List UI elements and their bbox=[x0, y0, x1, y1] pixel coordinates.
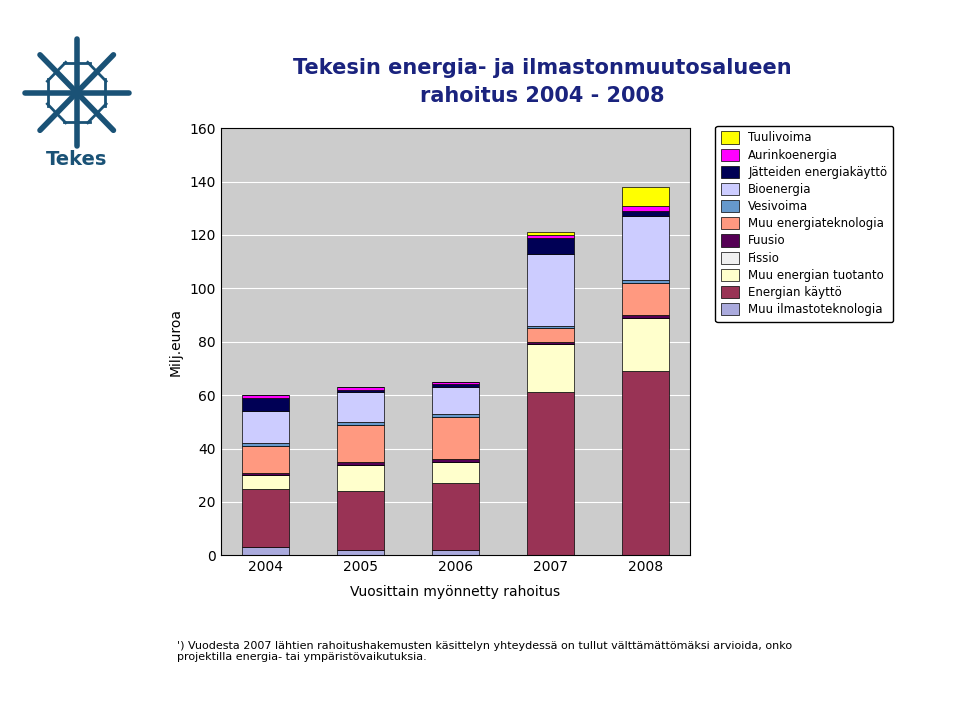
Bar bbox=[621, 187, 669, 206]
Bar bbox=[526, 328, 574, 342]
Bar bbox=[526, 235, 574, 238]
Bar bbox=[242, 446, 290, 473]
Bar bbox=[432, 459, 480, 462]
Bar bbox=[242, 476, 290, 488]
Bar bbox=[526, 253, 574, 326]
Bar bbox=[337, 491, 385, 550]
Bar bbox=[432, 382, 480, 384]
Bar bbox=[337, 462, 385, 464]
Bar bbox=[242, 473, 290, 476]
Bar bbox=[242, 548, 290, 555]
Bar bbox=[621, 281, 669, 283]
Bar bbox=[432, 462, 480, 483]
Bar bbox=[242, 398, 290, 411]
Bar bbox=[242, 395, 290, 398]
Bar bbox=[337, 424, 385, 462]
Text: ') Vuodesta 2007 lähtien rahoitushakemusten käsittelyn yhteydessä on tullut vält: ') Vuodesta 2007 lähtien rahoitushakemus… bbox=[177, 641, 792, 662]
Bar bbox=[621, 216, 669, 281]
Bar bbox=[621, 315, 669, 318]
Bar bbox=[621, 318, 669, 371]
Bar bbox=[621, 283, 669, 315]
Bar bbox=[526, 325, 574, 328]
Bar bbox=[337, 550, 385, 555]
Bar bbox=[432, 387, 480, 414]
Bar bbox=[621, 206, 669, 211]
Legend: Tuulivoima, Aurinkoenergia, Jätteiden energiakäyttö, Bioenergia, Vesivoima, Muu : Tuulivoima, Aurinkoenergia, Jätteiden en… bbox=[715, 125, 893, 322]
Bar bbox=[526, 342, 574, 345]
Bar bbox=[337, 422, 385, 424]
Bar bbox=[526, 345, 574, 392]
X-axis label: Vuosittain myönnetty rahoitus: Vuosittain myönnetty rahoitus bbox=[350, 585, 561, 600]
Bar bbox=[621, 211, 669, 216]
Bar bbox=[526, 392, 574, 555]
Bar bbox=[337, 390, 385, 392]
Bar bbox=[432, 384, 480, 387]
Bar bbox=[337, 464, 385, 491]
Bar bbox=[242, 443, 290, 446]
Bar bbox=[621, 371, 669, 555]
Bar bbox=[432, 414, 480, 417]
Bar bbox=[432, 483, 480, 550]
Bar bbox=[526, 238, 574, 253]
Bar bbox=[337, 387, 385, 390]
Text: rahoitus 2004 - 2008: rahoitus 2004 - 2008 bbox=[420, 86, 664, 106]
Y-axis label: Milj.euroa: Milj.euroa bbox=[168, 308, 182, 376]
Bar bbox=[432, 417, 480, 459]
Bar bbox=[242, 488, 290, 548]
Bar bbox=[432, 550, 480, 555]
Text: Tekesin energia- ja ilmastonmuutosalueen: Tekesin energia- ja ilmastonmuutosalueen bbox=[292, 58, 791, 78]
Bar bbox=[337, 392, 385, 422]
Text: Tekes: Tekes bbox=[46, 150, 107, 169]
Bar bbox=[526, 232, 574, 235]
Bar bbox=[242, 411, 290, 443]
